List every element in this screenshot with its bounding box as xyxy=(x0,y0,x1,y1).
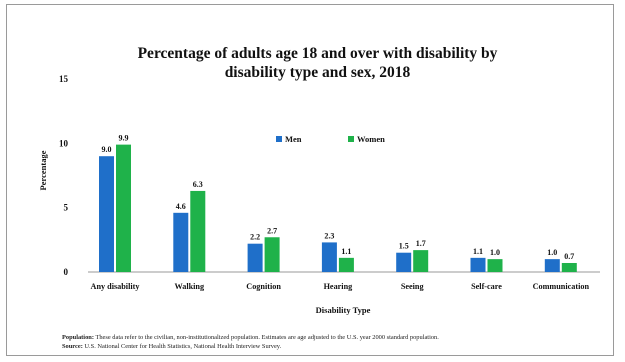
data-label-men: 4.6 xyxy=(176,202,186,211)
legend-label-women: Women xyxy=(357,134,385,144)
population-label: Population: xyxy=(62,334,94,341)
bar-women xyxy=(413,250,429,272)
source-label: Source: xyxy=(62,343,83,350)
bar-men xyxy=(470,257,486,272)
data-label-men: 2.3 xyxy=(324,231,334,240)
data-label-women: 1.7 xyxy=(416,239,426,248)
y-tick-label: 0 xyxy=(64,267,69,277)
y-tick-label: 10 xyxy=(59,138,69,148)
data-label-women: 2.7 xyxy=(267,226,277,235)
x-tick-label: Cognition xyxy=(246,282,281,291)
data-label-men: 1.0 xyxy=(547,248,557,257)
population-text: These data refer to the civilian, non-in… xyxy=(93,334,439,341)
data-label-women: 9.9 xyxy=(119,134,129,143)
population-note: Population: These data refer to the civi… xyxy=(62,334,622,341)
bar-women xyxy=(338,257,354,272)
source-text: U.S. National Center for Health Statisti… xyxy=(82,343,282,350)
bar-women xyxy=(487,259,503,272)
chart-title: Percentage of adults age 18 and over wit… xyxy=(90,44,545,82)
data-label-men: 1.1 xyxy=(473,247,483,256)
data-label-women: 1.0 xyxy=(490,248,500,257)
chart-title-line-2: disability type and sex, 2018 xyxy=(224,64,411,81)
y-tick-label: 5 xyxy=(64,203,69,213)
bar-men xyxy=(321,242,337,272)
bar-men xyxy=(396,252,412,272)
x-axis-label: Disability Type xyxy=(316,305,371,315)
data-label-women: 6.3 xyxy=(193,180,203,189)
x-tick-label: Self-care xyxy=(471,282,502,291)
chart-title-line-1: Percentage of adults age 18 and over wit… xyxy=(137,45,498,62)
source-note: Source: U.S. National Center for Health … xyxy=(62,343,622,350)
x-tick-label: Hearing xyxy=(324,282,354,291)
data-label-women: 0.7 xyxy=(564,252,574,261)
x-tick-label: Communication xyxy=(533,282,590,291)
bar-men xyxy=(99,156,114,272)
y-tick-label: 15 xyxy=(59,74,69,84)
bar-women xyxy=(264,237,280,272)
data-label-women: 1.1 xyxy=(341,247,351,256)
bar-men xyxy=(544,259,560,272)
x-tick-label: Any disability xyxy=(91,282,141,291)
bar-men xyxy=(247,243,263,272)
legend-swatch-men xyxy=(276,136,282,142)
y-axis-label: Percentage xyxy=(38,150,48,190)
bar-women xyxy=(561,262,577,272)
bar-men xyxy=(173,212,189,272)
legend-label-men: Men xyxy=(285,134,302,144)
x-tick-label: Seeing xyxy=(401,282,425,291)
bar-women xyxy=(116,144,131,272)
data-label-men: 1.5 xyxy=(399,242,409,251)
data-label-men: 9.0 xyxy=(102,145,112,154)
bar-women xyxy=(190,190,206,272)
legend-swatch-women xyxy=(348,136,354,142)
x-tick-label: Walking xyxy=(175,282,205,291)
data-label-men: 2.2 xyxy=(250,233,260,242)
